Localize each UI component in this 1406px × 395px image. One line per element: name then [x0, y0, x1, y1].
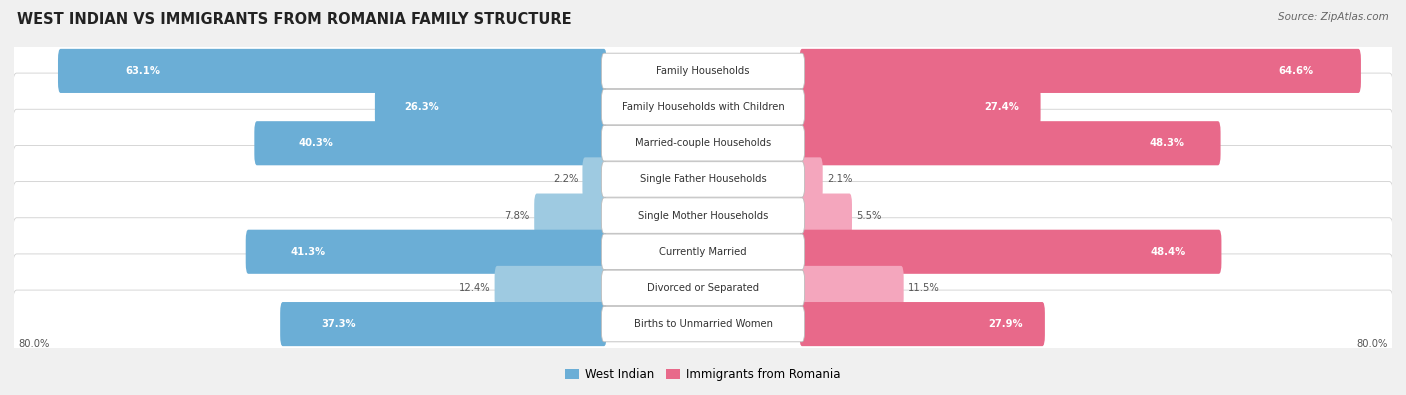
- Text: 64.6%: 64.6%: [1278, 66, 1313, 76]
- FancyBboxPatch shape: [800, 229, 1222, 274]
- FancyBboxPatch shape: [602, 89, 804, 125]
- Text: 11.5%: 11.5%: [908, 283, 939, 293]
- Text: 40.3%: 40.3%: [298, 138, 333, 148]
- FancyBboxPatch shape: [800, 85, 1040, 129]
- FancyBboxPatch shape: [602, 126, 804, 161]
- FancyBboxPatch shape: [13, 218, 1393, 286]
- FancyBboxPatch shape: [13, 37, 1393, 105]
- FancyBboxPatch shape: [254, 121, 606, 166]
- Text: 37.3%: 37.3%: [322, 319, 356, 329]
- Text: 48.4%: 48.4%: [1150, 247, 1185, 257]
- Text: 80.0%: 80.0%: [1357, 339, 1388, 349]
- FancyBboxPatch shape: [602, 307, 804, 342]
- FancyBboxPatch shape: [602, 270, 804, 306]
- FancyBboxPatch shape: [13, 182, 1393, 250]
- FancyBboxPatch shape: [534, 194, 606, 238]
- Text: Family Households with Children: Family Households with Children: [621, 102, 785, 112]
- Text: 80.0%: 80.0%: [18, 339, 49, 349]
- Text: Source: ZipAtlas.com: Source: ZipAtlas.com: [1278, 12, 1389, 22]
- Text: 27.9%: 27.9%: [988, 319, 1024, 329]
- Legend: West Indian, Immigrants from Romania: West Indian, Immigrants from Romania: [565, 368, 841, 381]
- FancyBboxPatch shape: [280, 302, 606, 346]
- Text: 27.4%: 27.4%: [984, 102, 1019, 112]
- FancyBboxPatch shape: [13, 109, 1393, 177]
- FancyBboxPatch shape: [602, 198, 804, 233]
- FancyBboxPatch shape: [602, 53, 804, 88]
- FancyBboxPatch shape: [246, 229, 606, 274]
- FancyBboxPatch shape: [800, 302, 1045, 346]
- FancyBboxPatch shape: [495, 266, 606, 310]
- Text: Births to Unmarried Women: Births to Unmarried Women: [634, 319, 772, 329]
- Text: WEST INDIAN VS IMMIGRANTS FROM ROMANIA FAMILY STRUCTURE: WEST INDIAN VS IMMIGRANTS FROM ROMANIA F…: [17, 12, 571, 27]
- Text: 2.2%: 2.2%: [553, 175, 578, 184]
- Text: 26.3%: 26.3%: [405, 102, 440, 112]
- Text: Single Father Households: Single Father Households: [640, 175, 766, 184]
- FancyBboxPatch shape: [602, 234, 804, 269]
- Text: Married-couple Households: Married-couple Households: [636, 138, 770, 148]
- Text: 5.5%: 5.5%: [856, 211, 882, 220]
- Text: Divorced or Separated: Divorced or Separated: [647, 283, 759, 293]
- Text: 63.1%: 63.1%: [125, 66, 160, 76]
- FancyBboxPatch shape: [582, 157, 606, 201]
- Text: Family Households: Family Households: [657, 66, 749, 76]
- FancyBboxPatch shape: [375, 85, 606, 129]
- FancyBboxPatch shape: [58, 49, 606, 93]
- Text: 48.3%: 48.3%: [1150, 138, 1185, 148]
- FancyBboxPatch shape: [800, 157, 823, 201]
- FancyBboxPatch shape: [13, 73, 1393, 141]
- FancyBboxPatch shape: [602, 162, 804, 197]
- Text: 2.1%: 2.1%: [827, 175, 852, 184]
- Text: 41.3%: 41.3%: [291, 247, 326, 257]
- Text: Single Mother Households: Single Mother Households: [638, 211, 768, 220]
- FancyBboxPatch shape: [13, 254, 1393, 322]
- Text: 12.4%: 12.4%: [458, 283, 491, 293]
- FancyBboxPatch shape: [800, 194, 852, 238]
- FancyBboxPatch shape: [800, 266, 904, 310]
- Text: 7.8%: 7.8%: [505, 211, 530, 220]
- FancyBboxPatch shape: [13, 145, 1393, 213]
- FancyBboxPatch shape: [800, 121, 1220, 166]
- Text: Currently Married: Currently Married: [659, 247, 747, 257]
- FancyBboxPatch shape: [800, 49, 1361, 93]
- FancyBboxPatch shape: [13, 290, 1393, 358]
